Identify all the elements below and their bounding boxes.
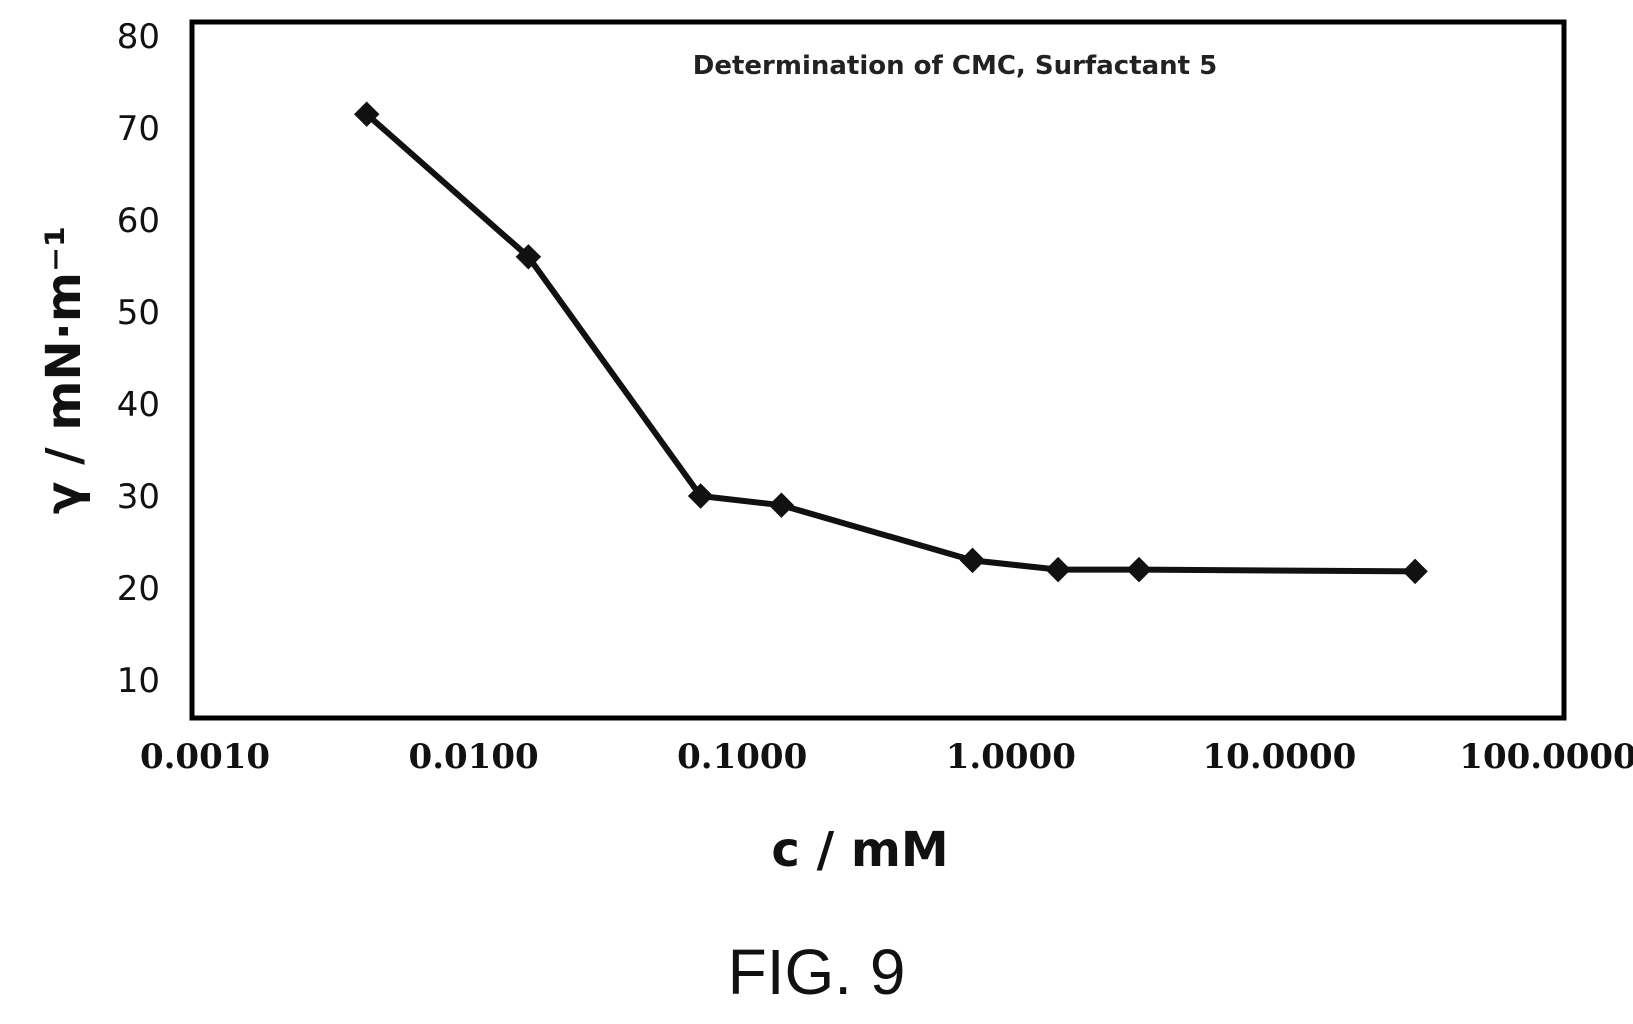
data-point	[1126, 556, 1152, 583]
x-tick-label: 1.0000	[946, 737, 1076, 777]
x-tick-label: 0.0010	[140, 737, 270, 777]
data-point	[1402, 558, 1428, 585]
x-tick-label: 100.0000	[1459, 737, 1633, 777]
x-tick-label: 0.1000	[677, 737, 807, 777]
x-tick-label: 10.0000	[1203, 737, 1357, 777]
data-point	[959, 547, 986, 574]
y-tick-label: 50	[117, 293, 160, 333]
x-tick-label: 0.0100	[409, 737, 539, 777]
data-point	[687, 483, 714, 509]
y-tick-label: 40	[117, 385, 160, 425]
x-axis-title: c / mM	[771, 822, 948, 878]
y-axis-ticks: 10 20 30 40 50 60 70 80	[117, 17, 160, 701]
y-tick-label: 30	[117, 477, 160, 517]
y-axis-title: γ / mN·m⁻¹	[36, 226, 92, 514]
data-point	[1045, 556, 1071, 583]
chart-title: Determination of CMC, Surfactant 5	[693, 51, 1218, 81]
y-tick-label: 80	[117, 17, 160, 57]
series-line	[364, 111, 1416, 575]
plot-frame	[189, 19, 1567, 721]
x-axis-ticks: 0.0010 0.0100 0.1000 1.0000 10.0000 100.0000	[140, 737, 1633, 777]
figure-caption: FIG. 9	[727, 936, 906, 1008]
data-point	[515, 244, 542, 270]
data-point	[353, 101, 380, 127]
y-tick-label: 70	[117, 109, 160, 149]
y-tick-label: 60	[117, 201, 160, 241]
data-point	[768, 492, 795, 518]
y-tick-label: 10	[117, 661, 160, 701]
data-series	[353, 101, 1428, 585]
y-tick-label: 20	[117, 569, 160, 609]
